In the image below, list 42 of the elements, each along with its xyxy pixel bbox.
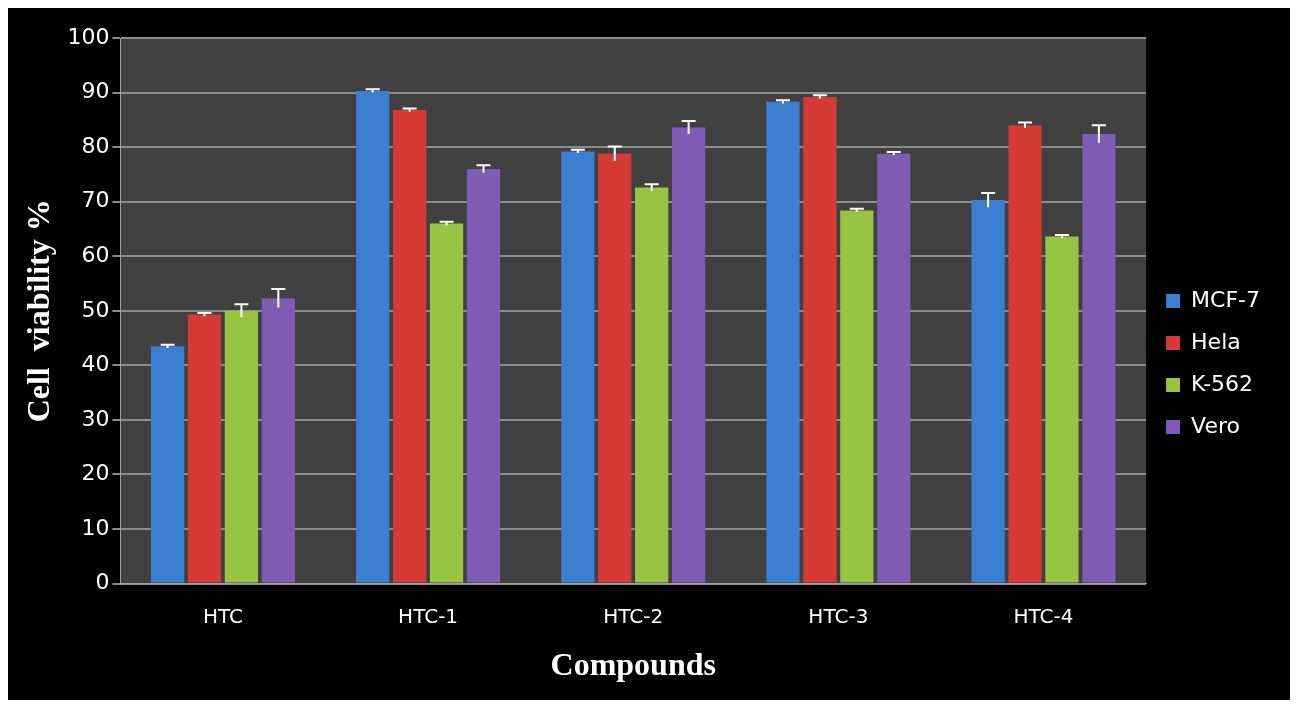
bar (150, 346, 185, 583)
x-tick-label: HTC-4 (1013, 603, 1074, 628)
y-tick-label: 70 (81, 187, 110, 213)
bar (356, 90, 390, 583)
bar (971, 200, 1005, 583)
bar (598, 153, 632, 583)
y-tick-label: 20 (81, 460, 110, 486)
y-tick-label: 90 (81, 78, 110, 104)
bar (261, 298, 295, 583)
bar (1008, 125, 1042, 583)
bar (187, 314, 222, 583)
legend-label: MCF-7 (1191, 286, 1260, 312)
bar (1045, 236, 1079, 583)
bar (840, 210, 874, 583)
y-tick-label: 10 (81, 514, 110, 540)
legend-label: Hela (1191, 328, 1241, 354)
bar (877, 153, 911, 583)
bar (766, 101, 800, 583)
y-tick-label: 80 (81, 132, 110, 158)
y-tick-label: 60 (81, 241, 110, 267)
y-tick-label: 30 (81, 405, 110, 431)
y-axis-title: Cell viability % (20, 199, 57, 423)
y-tick-label: 50 (81, 296, 110, 322)
y-tick-label: 40 (81, 351, 110, 377)
bar (672, 127, 706, 583)
bar (393, 110, 427, 583)
x-tick-label: HTC (202, 603, 243, 628)
x-tick-label: HTC-1 (398, 603, 459, 628)
bar (224, 310, 259, 583)
bar (429, 223, 464, 583)
x-tick-label: HTC-2 (603, 603, 664, 628)
bar (1082, 134, 1116, 583)
bar (466, 168, 501, 583)
bar (635, 187, 669, 583)
legend-label: Vero (1191, 412, 1240, 438)
x-tick-label: HTC-3 (808, 603, 869, 628)
legend-label: K-562 (1191, 370, 1254, 396)
x-axis-title: Compounds (550, 646, 716, 683)
bar (561, 151, 595, 583)
bar (803, 96, 837, 583)
y-tick-label: 0 (95, 569, 110, 595)
y-tick-label: 100 (67, 23, 110, 49)
